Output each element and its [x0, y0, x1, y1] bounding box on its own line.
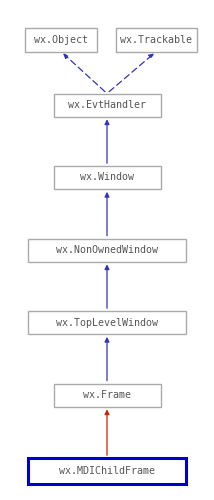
FancyBboxPatch shape	[28, 238, 186, 262]
Text: wx.Window: wx.Window	[80, 172, 134, 182]
Text: wx.Trackable: wx.Trackable	[120, 35, 192, 45]
FancyBboxPatch shape	[28, 311, 186, 334]
FancyBboxPatch shape	[25, 28, 97, 52]
Text: wx.Frame: wx.Frame	[83, 390, 131, 400]
Text: wx.TopLevelWindow: wx.TopLevelWindow	[56, 318, 158, 328]
Text: wx.NonOwnedWindow: wx.NonOwnedWindow	[56, 245, 158, 255]
FancyBboxPatch shape	[116, 28, 197, 52]
FancyBboxPatch shape	[54, 94, 160, 116]
FancyBboxPatch shape	[28, 458, 186, 484]
FancyBboxPatch shape	[54, 384, 160, 406]
FancyBboxPatch shape	[54, 166, 160, 189]
Text: wx.EvtHandler: wx.EvtHandler	[68, 100, 146, 110]
Text: wx.Object: wx.Object	[34, 35, 88, 45]
Text: wx.MDIChildFrame: wx.MDIChildFrame	[59, 466, 155, 476]
